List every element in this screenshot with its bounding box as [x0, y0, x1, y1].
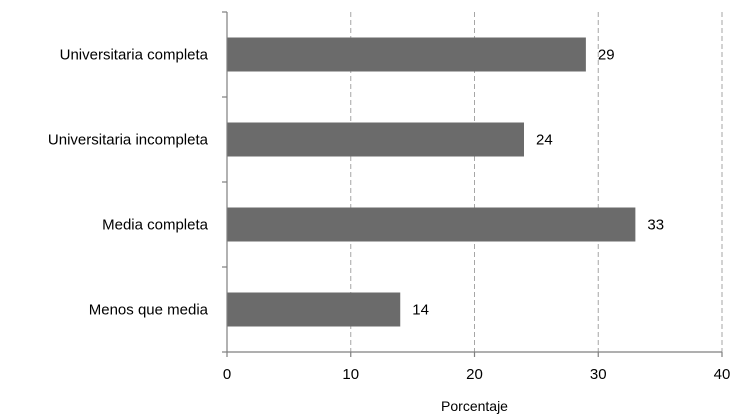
bar-3 [227, 207, 636, 242]
data-label-1: 29 [598, 47, 615, 64]
bars [227, 37, 636, 327]
bar-1 [227, 37, 586, 72]
bar-4 [227, 292, 401, 327]
labels: 0 10 20 30 40 Universitaria completa 29 Univers… [48, 47, 730, 384]
category-label-4: Menos que media [89, 302, 209, 319]
x-tick-label-40: 40 [714, 366, 731, 383]
category-label-1: Universitaria completa [60, 47, 209, 64]
x-tick-label-10: 10 [342, 366, 359, 383]
category-label-2: Universitaria incompleta [48, 132, 209, 149]
data-label-3: 33 [647, 217, 664, 234]
x-tick-label-30: 30 [590, 366, 607, 383]
data-label-4: 14 [412, 302, 429, 319]
bar-2 [227, 122, 524, 157]
data-label-2: 24 [536, 132, 553, 149]
axes [222, 11, 723, 357]
x-tick-label-20: 20 [466, 366, 483, 383]
category-label-3: Media completa [102, 217, 209, 234]
x-axis-title: Porcentaje [441, 398, 508, 414]
x-tick-label-0: 0 [223, 366, 231, 383]
